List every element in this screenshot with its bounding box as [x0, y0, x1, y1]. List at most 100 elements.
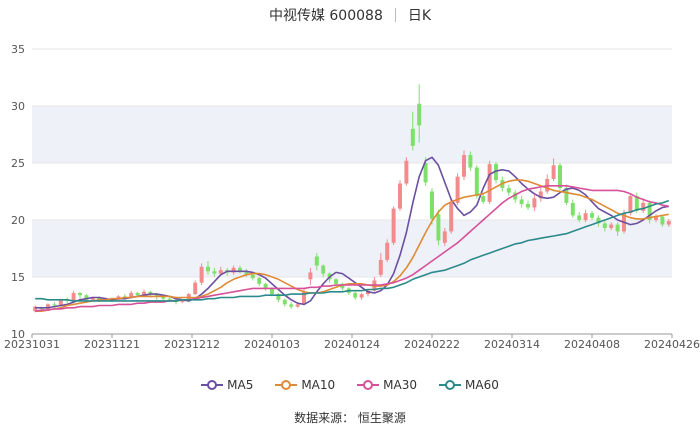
- candle-body: [340, 283, 345, 289]
- candle-body: [609, 224, 614, 228]
- candle-body: [238, 267, 242, 272]
- candle-body: [494, 164, 498, 181]
- candle-body: [334, 279, 338, 284]
- chart-header: 中视传媒 600088 日K: [0, 4, 700, 26]
- candle-body: [135, 292, 140, 296]
- candle-body: [378, 259, 383, 275]
- candle-body: [532, 198, 537, 208]
- series-line-ma60: [35, 199, 670, 302]
- candle-body: [385, 242, 390, 260]
- candle-body: [615, 224, 620, 232]
- legend-item-ma30[interactable]: MA30: [357, 376, 417, 394]
- x-tick-label: 20240426: [644, 338, 700, 351]
- x-tick-label: 20240222: [404, 338, 460, 351]
- candle-body: [391, 208, 396, 243]
- candle-body: [282, 299, 287, 305]
- candle-body: [634, 196, 639, 211]
- candle-body: [666, 221, 671, 225]
- legend: MA5 MA10 MA30 MA60: [0, 376, 700, 394]
- candle-body: [564, 188, 569, 203]
- candle-body: [513, 192, 518, 200]
- legend-ma30-label: MA30: [383, 378, 418, 392]
- legend-item-ma5[interactable]: MA5: [201, 376, 253, 394]
- candle-body: [321, 265, 326, 274]
- candle-body: [583, 213, 588, 220]
- legend-ma5-icon: [201, 380, 224, 390]
- candle-body: [97, 297, 102, 300]
- candle-body: [199, 266, 204, 283]
- series-line-ma30: [35, 185, 669, 312]
- legend-ma60-label: MA60: [465, 378, 499, 392]
- x-tick-label: 20240103: [244, 338, 300, 351]
- candle-body: [78, 292, 82, 296]
- candle-body: [289, 304, 294, 307]
- y-tick-label: 10: [11, 328, 25, 341]
- candle-body: [231, 267, 236, 273]
- candle-body: [551, 165, 556, 179]
- candle-body: [270, 288, 274, 295]
- candle-body: [526, 204, 530, 208]
- candle-body: [628, 196, 633, 214]
- candle-body: [481, 196, 486, 202]
- stock-title: 中视传媒 600088: [268, 8, 383, 24]
- candle-body: [33, 306, 38, 312]
- candle-body: [46, 304, 50, 309]
- x-tick-label: 20231121: [84, 338, 140, 351]
- candle-body: [590, 213, 594, 218]
- candle-body: [154, 294, 159, 297]
- candle-body: [423, 163, 428, 183]
- candle-body: [276, 294, 281, 300]
- candle-body: [295, 304, 300, 307]
- candle-body: [449, 202, 454, 232]
- candle-body: [142, 291, 146, 296]
- candle-body: [308, 272, 313, 280]
- candle-body: [129, 292, 134, 298]
- candle-body: [455, 176, 460, 203]
- legend-ma10-label: MA10: [301, 378, 336, 392]
- x-tick-label: 20240314: [484, 338, 540, 351]
- y-tick-label: 30: [11, 100, 25, 113]
- candle-body: [58, 299, 63, 306]
- candle-body: [487, 164, 492, 202]
- candle-body: [148, 291, 153, 295]
- x-tick-label: 20240408: [564, 338, 620, 351]
- candle-body: [359, 294, 364, 298]
- series-line-ma10: [35, 179, 669, 313]
- candle-body: [84, 295, 89, 300]
- y-tick-label: 25: [11, 157, 25, 170]
- candle-body: [167, 298, 172, 300]
- title-divider: [394, 8, 396, 22]
- period-label[interactable]: 日K: [407, 8, 432, 24]
- candle-body: [442, 231, 447, 243]
- candle-body: [180, 300, 185, 303]
- legend-item-ma10[interactable]: MA10: [275, 376, 335, 394]
- candle-body: [596, 217, 601, 224]
- candle-body: [314, 256, 319, 266]
- y-tick-label: 35: [11, 43, 25, 56]
- candle-body: [398, 183, 402, 209]
- candlestick-chart: 10 15 20 25 30 35 20231031 20231121 20231212 2024…: [4, 43, 700, 351]
- y-tick-label: 20: [11, 214, 25, 227]
- plot-band: [32, 220, 672, 277]
- candle-body: [654, 216, 658, 220]
- candle-body: [90, 297, 95, 300]
- candle-body: [558, 165, 562, 189]
- candle-body: [257, 278, 262, 284]
- candle-body: [244, 271, 249, 275]
- candle-body: [263, 283, 268, 289]
- x-tick-label: 20231031: [4, 338, 60, 351]
- candle-body: [302, 291, 306, 305]
- plot-band: [32, 106, 672, 163]
- legend-item-ma60[interactable]: MA60: [439, 376, 499, 394]
- candle-body: [468, 155, 473, 168]
- candle-body: [250, 274, 255, 279]
- candle-body: [206, 266, 210, 272]
- legend-ma30-icon: [357, 380, 380, 390]
- x-tick-label: 20231212: [164, 338, 220, 351]
- candle-body: [577, 215, 582, 220]
- candle-body: [161, 296, 166, 299]
- x-tick-label: 20240124: [324, 338, 380, 351]
- candle-body: [193, 282, 198, 295]
- candle-body: [404, 160, 409, 184]
- candle-body: [353, 292, 358, 298]
